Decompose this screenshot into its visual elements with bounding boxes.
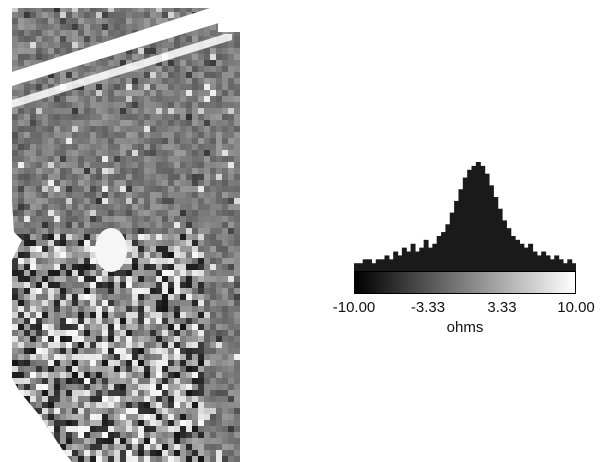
histogram-bar xyxy=(367,259,373,271)
tick-label-min: -10.00 xyxy=(332,299,376,316)
histogram-bar xyxy=(493,197,499,271)
histogram-bar xyxy=(414,251,420,271)
survey-mask-strip xyxy=(12,8,222,86)
histogram-bar xyxy=(562,263,568,271)
histogram-bar xyxy=(354,263,359,271)
histogram-bar xyxy=(554,255,560,271)
histogram xyxy=(354,162,576,271)
histogram-bar xyxy=(528,243,534,271)
histogram-bar xyxy=(445,224,451,271)
histogram-bar xyxy=(358,263,364,271)
resistance-survey-map xyxy=(12,8,240,462)
color-ramp xyxy=(354,271,576,294)
histogram-bar xyxy=(393,251,399,271)
histogram-bar xyxy=(436,235,442,271)
histogram-bar xyxy=(475,162,481,271)
histogram-bar xyxy=(401,247,407,271)
histogram-bar xyxy=(449,212,455,271)
histogram-bar xyxy=(497,208,503,271)
histogram-bar xyxy=(558,259,564,271)
legend: -10.00 -3.33 3.33 10.00 ohms xyxy=(326,150,601,350)
histogram-bar xyxy=(519,243,525,271)
histogram-bar xyxy=(480,165,486,271)
histogram-bar xyxy=(406,251,412,271)
histogram-bar xyxy=(432,243,438,271)
histogram-bar xyxy=(571,263,576,271)
histogram-bar xyxy=(532,251,538,271)
histogram-bar xyxy=(488,185,494,271)
histogram-bar xyxy=(423,239,429,271)
histogram-bar xyxy=(545,255,551,271)
histogram-bar xyxy=(375,259,381,271)
histogram-bar xyxy=(462,177,468,271)
histogram-bar xyxy=(536,255,542,271)
histogram-bar xyxy=(506,228,512,271)
histogram-bar xyxy=(541,251,547,271)
tick-label-low: -3.33 xyxy=(410,299,446,316)
histogram-bar xyxy=(549,259,555,271)
histogram-bars xyxy=(354,162,576,271)
histogram-bar xyxy=(388,259,394,271)
histogram-bar xyxy=(502,220,507,271)
survey-mask-strip xyxy=(12,34,232,108)
histogram-bar xyxy=(510,235,516,271)
tick-label-max: 10.00 xyxy=(557,299,595,316)
histogram-bar xyxy=(454,200,460,271)
survey-cells xyxy=(12,8,240,462)
histogram-bar xyxy=(441,232,447,271)
histogram-bar xyxy=(515,239,521,271)
histogram-bar xyxy=(380,259,386,271)
histogram-bar xyxy=(371,263,377,271)
histogram-bar xyxy=(428,247,433,271)
survey-anomaly-bright xyxy=(95,228,127,272)
histogram-bar xyxy=(471,165,477,271)
histogram-bar xyxy=(384,255,390,271)
histogram-bar xyxy=(397,255,403,271)
histogram-bar xyxy=(458,189,464,271)
units-label: ohms xyxy=(446,319,484,336)
histogram-bar xyxy=(523,247,529,271)
tick-label-high: 3.33 xyxy=(487,299,517,316)
histogram-bar xyxy=(419,247,425,271)
histogram-bar xyxy=(567,259,573,271)
histogram-bar xyxy=(410,243,416,271)
histogram-bar xyxy=(467,169,473,271)
histogram-bar xyxy=(362,259,368,271)
histogram-bar xyxy=(484,173,490,271)
